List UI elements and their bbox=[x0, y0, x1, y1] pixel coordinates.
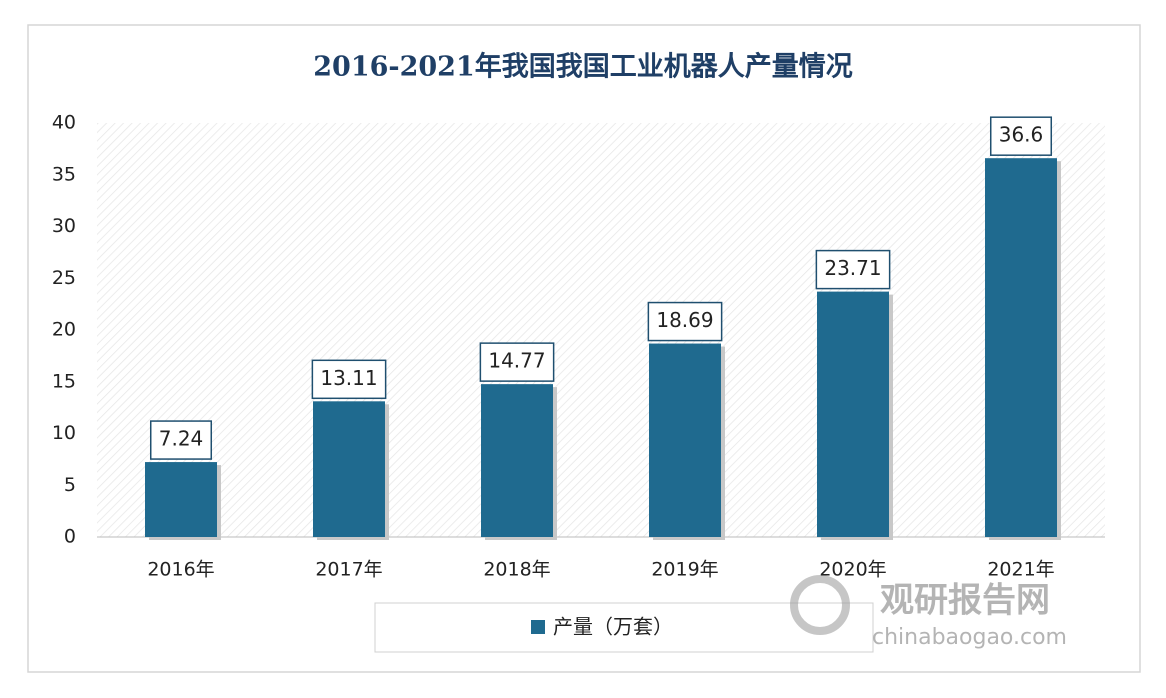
legend-box bbox=[374, 602, 874, 653]
data-label: 14.77 bbox=[488, 349, 545, 373]
data-label: 36.6 bbox=[999, 123, 1044, 147]
data-label: 18.69 bbox=[656, 308, 713, 332]
data-label-box bbox=[989, 116, 1053, 156]
x-tick-label: 2016年 bbox=[147, 559, 214, 581]
x-tick-label: 2021年 bbox=[987, 559, 1054, 581]
data-label-box bbox=[647, 301, 723, 342]
y-tick-label: 15 bbox=[52, 370, 76, 392]
data-label: 23.71 bbox=[824, 256, 881, 280]
bar bbox=[649, 343, 721, 537]
data-label-box bbox=[815, 249, 891, 290]
data-label: 7.24 bbox=[159, 427, 204, 451]
y-tick-label: 25 bbox=[52, 267, 76, 289]
bar bbox=[313, 401, 385, 537]
y-tick-label: 35 bbox=[52, 163, 76, 185]
legend-swatch bbox=[531, 620, 545, 634]
y-tick-label: 10 bbox=[52, 422, 76, 444]
bar bbox=[481, 384, 553, 537]
data-label-box bbox=[149, 420, 213, 460]
legend-label: 产量（万套） bbox=[553, 615, 673, 639]
bar bbox=[145, 462, 217, 537]
data-label: 13.11 bbox=[320, 366, 377, 390]
y-tick-label: 0 bbox=[64, 526, 76, 548]
x-tick-label: 2017年 bbox=[315, 559, 382, 581]
y-tick-label: 30 bbox=[52, 215, 76, 237]
y-tick-label: 20 bbox=[52, 319, 76, 341]
data-label-box bbox=[479, 342, 555, 382]
x-tick-label: 2018年 bbox=[483, 559, 550, 581]
watermark-logo bbox=[790, 575, 850, 635]
watermark-name: 观研报告网 bbox=[880, 581, 1050, 621]
data-label-box bbox=[311, 359, 387, 400]
y-tick-label: 40 bbox=[52, 112, 76, 134]
chart-title: 2016-2021年我国我国工业机器人产量情况 bbox=[313, 51, 853, 83]
x-tick-label: 2020年 bbox=[819, 559, 886, 581]
y-tick-label: 5 bbox=[64, 474, 76, 496]
bar bbox=[817, 291, 889, 537]
x-tick-label: 2019年 bbox=[651, 559, 718, 581]
watermark: 观研报告网 chinabaogao.com bbox=[790, 575, 1067, 650]
watermark-url: chinabaogao.com bbox=[872, 625, 1067, 650]
plot-area bbox=[97, 123, 1105, 537]
bar bbox=[985, 158, 1057, 537]
